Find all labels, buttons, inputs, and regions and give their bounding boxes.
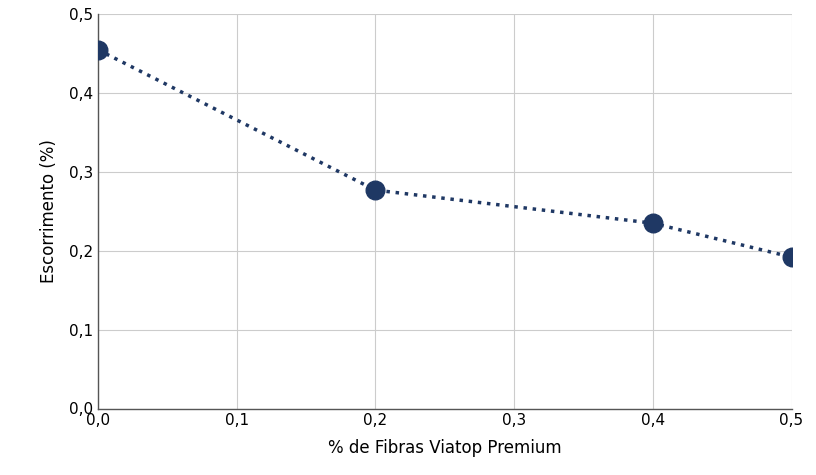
X-axis label: % de Fibras Viatop Premium: % de Fibras Viatop Premium: [328, 439, 561, 457]
Y-axis label: Escorrimento (%): Escorrimento (%): [40, 140, 58, 283]
Point: [91, 46, 104, 54]
Point: [785, 253, 798, 261]
Point: [369, 186, 382, 194]
Point: [646, 219, 659, 227]
